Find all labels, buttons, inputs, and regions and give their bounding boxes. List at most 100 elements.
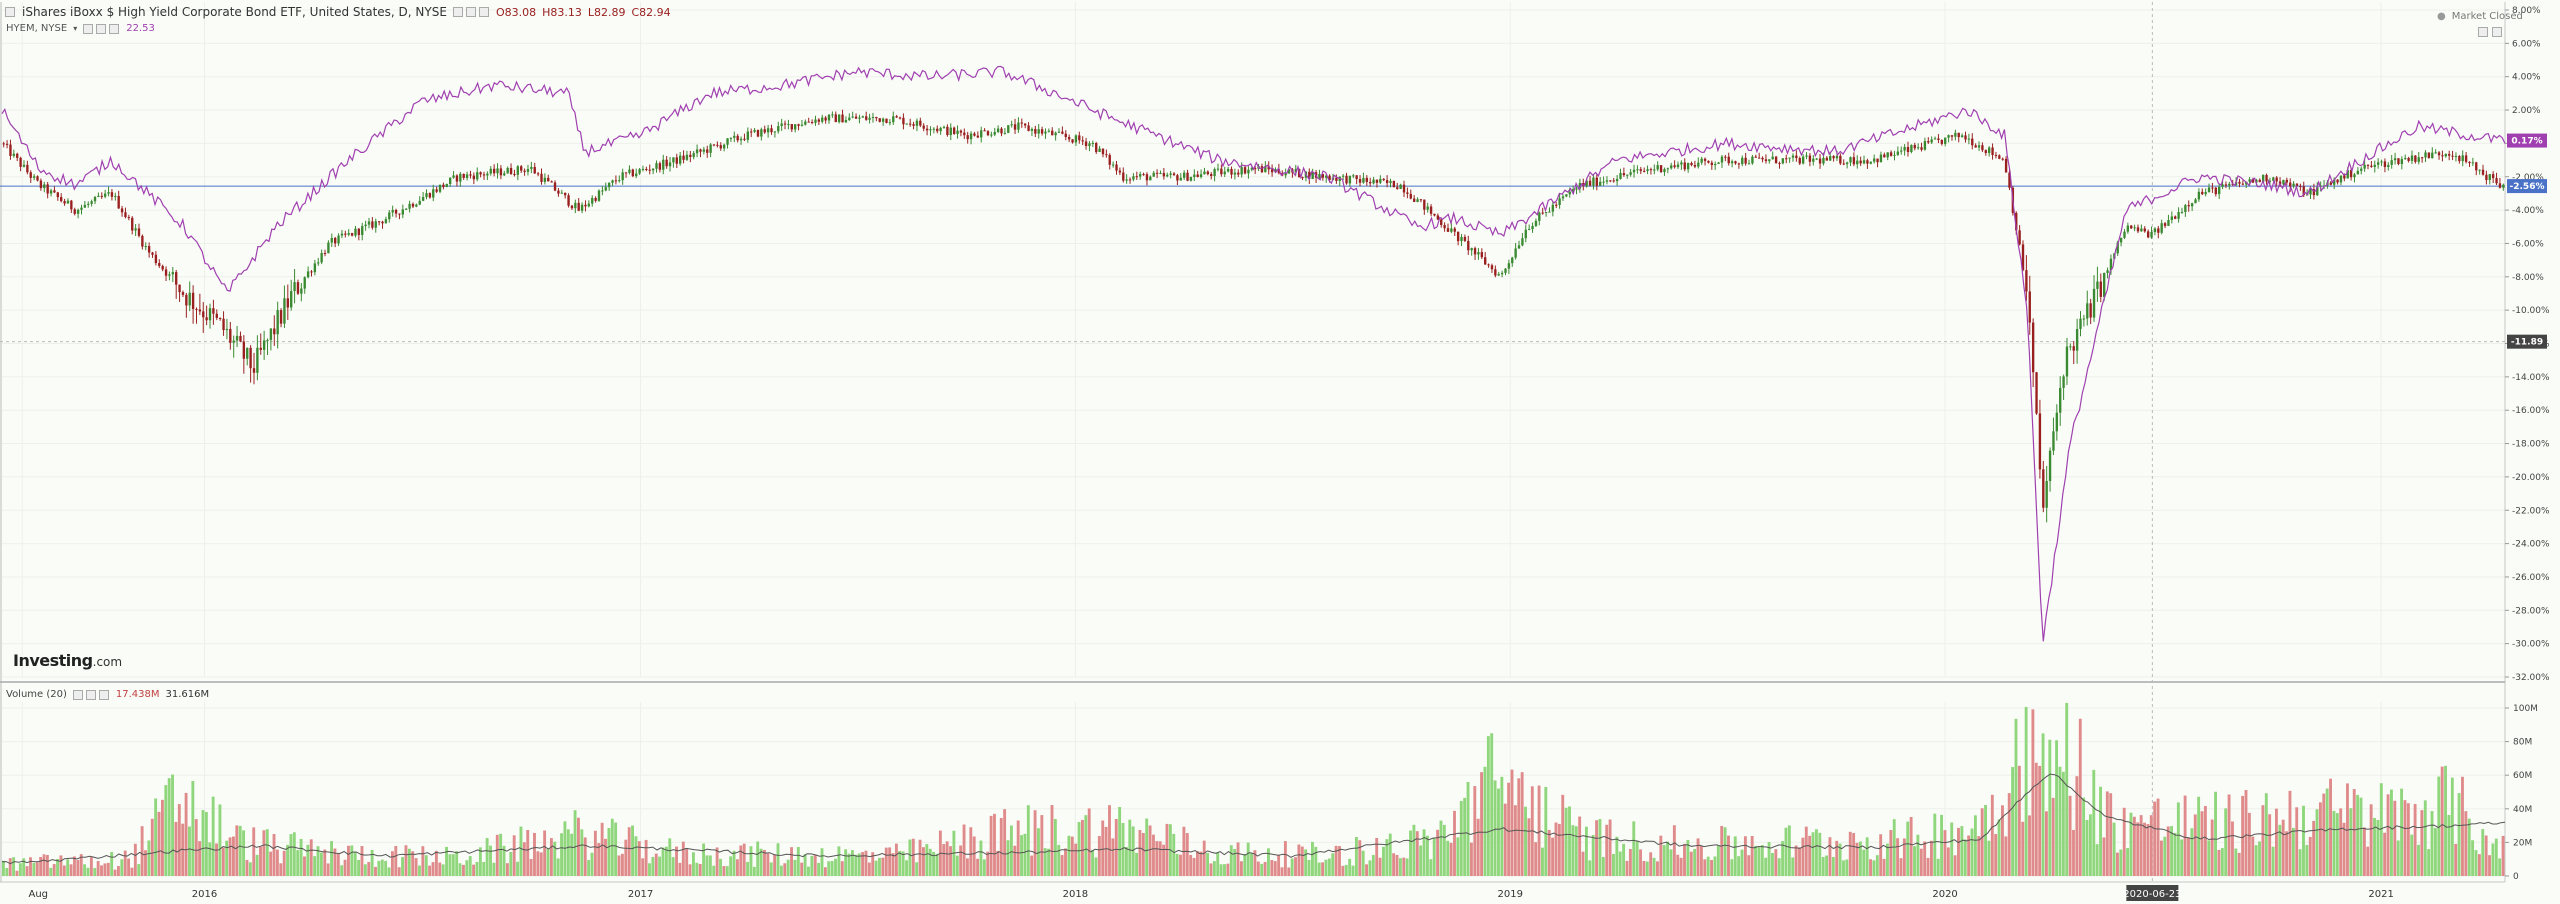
visibility-icon[interactable] [452, 7, 463, 17]
volume-bar [218, 804, 222, 876]
candle-body [2387, 164, 2390, 168]
candle-body [2431, 152, 2434, 159]
candle-body [1977, 145, 1981, 148]
volume-bar [1013, 845, 1017, 876]
settings-icon[interactable] [465, 7, 476, 17]
candle-body [1037, 129, 1040, 134]
candle-body [1098, 148, 1101, 152]
candle-body [1000, 128, 1003, 134]
volume-bar [1270, 860, 1274, 876]
volume-bar [1439, 820, 1443, 876]
volume-bar [1365, 864, 1368, 876]
candle-body [2248, 179, 2251, 182]
visibility-icon[interactable] [72, 689, 83, 700]
volume-bar [2173, 832, 2177, 876]
candle-body [1419, 199, 1423, 201]
candle-body [2089, 303, 2092, 318]
candle-body [229, 328, 232, 343]
volume-bar [1821, 857, 1825, 876]
volume-bar [1503, 803, 1507, 876]
candle-body [2434, 152, 2437, 154]
settings-icon[interactable] [96, 23, 107, 34]
candle-body [87, 203, 90, 205]
volume-bar [1094, 857, 1098, 876]
volume-bar [2447, 814, 2451, 876]
volume-bar [2061, 771, 2065, 876]
settings-icon[interactable] [85, 689, 96, 700]
candle-body [2102, 272, 2106, 297]
volume-bar [1757, 847, 1761, 876]
candle-body [1578, 183, 1582, 189]
candle-body [2319, 185, 2322, 187]
candle-body [479, 172, 482, 175]
candle-body [1490, 265, 1494, 270]
candle-body [706, 149, 709, 153]
candle-body [2390, 160, 2393, 165]
volume-bar [1818, 832, 1822, 876]
candle-body [1595, 177, 1599, 186]
candle-body [1862, 160, 1866, 164]
volume-bar [560, 833, 563, 876]
volume-bar [1179, 854, 1182, 876]
collapse-toggle-icon[interactable] [5, 7, 15, 17]
candle-body [2018, 230, 2021, 245]
candle-body [2414, 155, 2417, 162]
candle-body [1903, 146, 1906, 151]
candle-body [1108, 154, 1111, 165]
candle-body [888, 122, 892, 124]
close-icon[interactable] [478, 7, 489, 17]
volume-bar [2190, 828, 2194, 876]
candle-body [2204, 192, 2207, 195]
visibility-icon[interactable] [83, 23, 94, 34]
candle-body [2136, 227, 2140, 232]
volume-bar [786, 859, 790, 876]
candle-body [2146, 231, 2150, 238]
close-icon[interactable] [98, 689, 109, 700]
candle-body [1061, 131, 1064, 134]
volume-bar [526, 830, 530, 876]
candle-body [533, 166, 536, 174]
volume-bar [577, 817, 580, 876]
chevron-down-icon[interactable]: ▾ [73, 24, 78, 33]
screenshot-icon[interactable] [2478, 27, 2488, 37]
volume-bar [255, 854, 259, 876]
volume-bar [1388, 833, 1392, 876]
volume-bar [1077, 822, 1081, 876]
volume-bar [2295, 807, 2299, 876]
volume-bar [752, 866, 756, 876]
candle-body [1480, 252, 1483, 258]
volume-bar [2498, 858, 2502, 876]
volume-bar [820, 848, 824, 876]
candle-body [1450, 228, 1453, 232]
candle-body [1067, 137, 1071, 140]
candle-body [912, 124, 915, 126]
volume-bar [2132, 816, 2136, 876]
candle-body [2289, 182, 2292, 187]
volume-bar [2129, 812, 2133, 876]
volume-bar [96, 861, 100, 876]
candle-body [1034, 128, 1037, 134]
close-icon[interactable] [109, 23, 120, 34]
volume-bar [1280, 867, 1284, 876]
candle-body [1707, 160, 1710, 163]
candle-body [2458, 156, 2461, 162]
candle-body [648, 169, 651, 171]
candle-body [1318, 173, 1321, 178]
volume-bar [1209, 863, 1213, 876]
candle-body [333, 237, 337, 244]
volume-bar [1764, 857, 1768, 876]
volume-bar [8, 858, 12, 876]
volume-bar [292, 832, 296, 876]
candle-body [452, 175, 455, 178]
volume-tick-label: 40M [2513, 805, 2532, 815]
ohlc-low: L82.89 [587, 5, 626, 19]
volume-bar [2413, 803, 2417, 876]
volume-bar [1696, 838, 1700, 876]
candle-body [1747, 163, 1751, 165]
fullscreen-icon[interactable] [2492, 27, 2502, 37]
crosshair-date-label[interactable]: 2020-06-23 [2123, 885, 2181, 901]
volume-bar [1923, 841, 1927, 876]
candle-body [668, 162, 672, 167]
candle-body [1927, 141, 1930, 143]
candle-body [1159, 172, 1162, 174]
